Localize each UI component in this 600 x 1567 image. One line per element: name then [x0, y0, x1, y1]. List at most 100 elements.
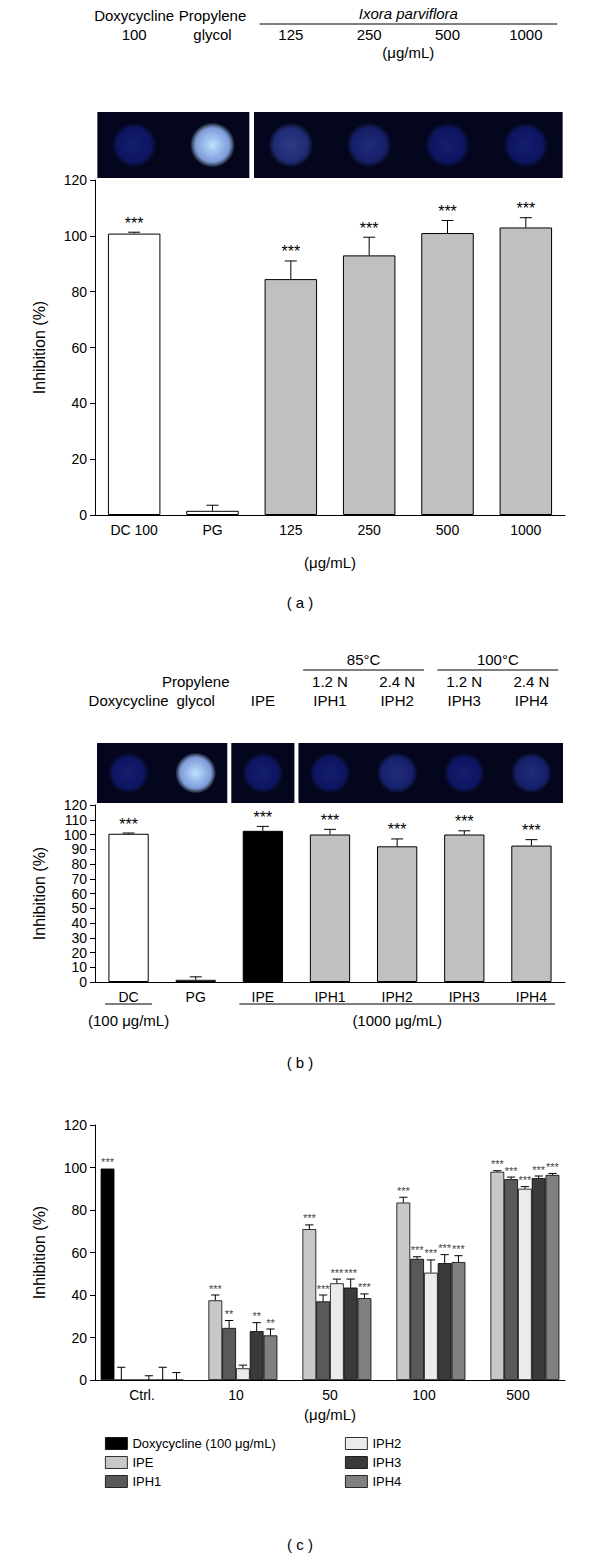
- svg-text:40: 40: [71, 915, 87, 931]
- svg-text:500: 500: [435, 26, 460, 43]
- svg-text:( b ): ( b ): [287, 1054, 314, 1071]
- svg-text:1000: 1000: [510, 522, 541, 538]
- svg-text:30: 30: [71, 930, 87, 946]
- svg-text:50: 50: [71, 900, 87, 916]
- svg-text:***: ***: [281, 243, 300, 260]
- svg-text:**: **: [266, 1317, 275, 1329]
- svg-text:***: ***: [101, 1156, 115, 1168]
- svg-text:IPH4: IPH4: [372, 1474, 401, 1489]
- svg-text:100: 100: [122, 26, 147, 43]
- svg-text:DC: DC: [118, 989, 138, 1005]
- svg-text:120: 120: [64, 797, 88, 813]
- svg-text:***: ***: [505, 1165, 519, 1177]
- svg-text:glycol: glycol: [177, 692, 215, 709]
- svg-text:DC 100: DC 100: [110, 522, 158, 538]
- svg-text:2.4 N: 2.4 N: [513, 673, 549, 690]
- svg-text:40: 40: [71, 1287, 87, 1303]
- svg-text:***: ***: [330, 1267, 344, 1279]
- svg-text:500: 500: [436, 522, 460, 538]
- svg-text:100: 100: [64, 228, 88, 244]
- svg-text:Inhibition (%): Inhibition (%): [31, 1206, 48, 1299]
- svg-text:IPH3: IPH3: [448, 692, 481, 709]
- svg-text:***: ***: [358, 1281, 372, 1293]
- svg-text:***: ***: [438, 203, 457, 220]
- svg-text:80: 80: [71, 1202, 87, 1218]
- svg-text:0: 0: [79, 1372, 87, 1388]
- svg-text:0: 0: [79, 507, 87, 523]
- svg-text:1.2 N: 1.2 N: [312, 673, 348, 690]
- svg-text:**: **: [225, 1308, 234, 1320]
- svg-text:glycol: glycol: [193, 26, 231, 43]
- svg-text:120: 120: [64, 1117, 88, 1133]
- svg-text:40: 40: [71, 395, 87, 411]
- svg-text:***: ***: [209, 1283, 223, 1295]
- svg-text:Inhibition (%): Inhibition (%): [31, 847, 48, 940]
- svg-text:500: 500: [506, 1387, 530, 1403]
- svg-text:***: ***: [360, 220, 379, 237]
- svg-text:1.2 N: 1.2 N: [446, 673, 482, 690]
- svg-text:(1000 μg/mL): (1000 μg/mL): [352, 1012, 442, 1029]
- svg-text:80: 80: [71, 856, 87, 872]
- svg-text:125: 125: [279, 522, 303, 538]
- svg-text:Propylene: Propylene: [162, 673, 230, 690]
- svg-text:( a ): ( a ): [287, 594, 314, 611]
- svg-text:***: ***: [317, 1283, 331, 1295]
- svg-text:***: ***: [438, 1242, 452, 1254]
- svg-text:100: 100: [64, 1160, 88, 1176]
- svg-text:(μg/mL): (μg/mL): [304, 1406, 356, 1423]
- svg-text:IPH2: IPH2: [382, 989, 413, 1005]
- svg-text:***: ***: [532, 1164, 546, 1176]
- svg-text:250: 250: [357, 26, 382, 43]
- svg-text:20: 20: [71, 1330, 87, 1346]
- svg-text:60: 60: [71, 886, 87, 902]
- svg-text:***: ***: [119, 816, 138, 833]
- svg-text:10: 10: [228, 1387, 244, 1403]
- svg-text:Doxycycline: Doxycycline: [94, 7, 174, 24]
- svg-text:85°C: 85°C: [347, 651, 381, 668]
- svg-text:**: **: [252, 1310, 261, 1322]
- svg-text:IPH1: IPH1: [313, 692, 346, 709]
- svg-text:IPH1: IPH1: [314, 989, 345, 1005]
- svg-text:90: 90: [71, 841, 87, 857]
- svg-text:(μg/mL): (μg/mL): [304, 554, 356, 571]
- svg-text:2.4 N: 2.4 N: [379, 673, 415, 690]
- svg-text:Inhibition (%): Inhibition (%): [31, 301, 48, 394]
- svg-text:60: 60: [71, 1245, 87, 1261]
- svg-text:Doxycycline: Doxycycline: [89, 692, 169, 709]
- svg-text:***: ***: [321, 812, 340, 829]
- svg-text:(100 μg/mL): (100 μg/mL): [88, 1012, 169, 1029]
- svg-text:***: ***: [254, 809, 273, 826]
- svg-text:***: ***: [518, 1174, 532, 1186]
- svg-text:80: 80: [71, 284, 87, 300]
- svg-text:***: ***: [452, 1243, 466, 1255]
- svg-text:250: 250: [357, 522, 381, 538]
- svg-text:***: ***: [424, 1247, 438, 1259]
- svg-text:***: ***: [411, 1244, 425, 1256]
- svg-text:***: ***: [125, 215, 144, 232]
- svg-text:IPE: IPE: [252, 989, 275, 1005]
- svg-text:***: ***: [397, 1185, 411, 1197]
- svg-text:0: 0: [79, 974, 87, 990]
- svg-text:IPH2: IPH2: [372, 1436, 401, 1451]
- svg-text:(μg/mL): (μg/mL): [382, 44, 434, 61]
- svg-text:***: ***: [455, 813, 474, 830]
- svg-text:IPH2: IPH2: [380, 692, 413, 709]
- svg-text:60: 60: [71, 340, 87, 356]
- svg-text:20: 20: [71, 451, 87, 467]
- svg-text:100: 100: [64, 827, 88, 843]
- svg-text:IPH3: IPH3: [372, 1455, 401, 1470]
- svg-text:PG: PG: [186, 989, 206, 1005]
- svg-text:***: ***: [388, 821, 407, 838]
- svg-text:120: 120: [64, 172, 88, 188]
- svg-text:***: ***: [522, 822, 541, 839]
- svg-text:IPE: IPE: [251, 692, 275, 709]
- svg-text:125: 125: [278, 26, 303, 43]
- svg-text:IPH4: IPH4: [515, 692, 548, 709]
- svg-text:70: 70: [71, 871, 87, 887]
- svg-text:( c ): ( c ): [287, 1536, 313, 1553]
- svg-text:110: 110: [65, 812, 88, 828]
- svg-text:100: 100: [412, 1387, 436, 1403]
- svg-text:***: ***: [303, 1212, 317, 1224]
- svg-text:***: ***: [344, 1267, 358, 1279]
- svg-text:IPE: IPE: [132, 1455, 153, 1470]
